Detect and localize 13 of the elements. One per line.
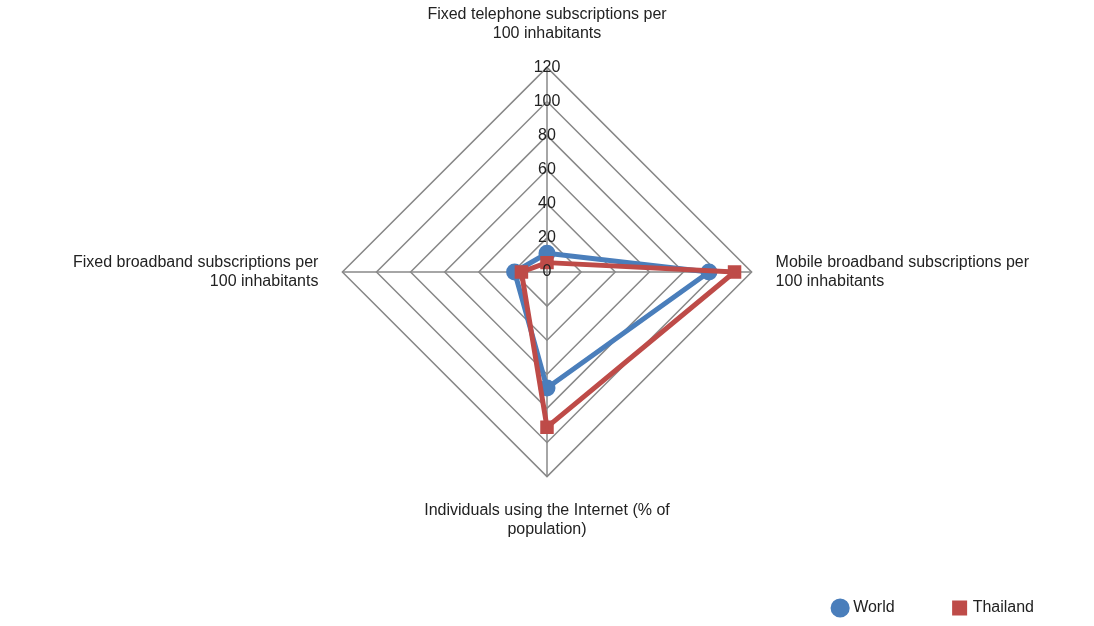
y-tick-label: 40 [538, 194, 556, 212]
spoke-label: Fixed broadband subscriptions per 100 inhabitants [72, 252, 320, 290]
y-tick-label: 0 [542, 262, 552, 280]
y-tick-label: 100 [533, 91, 561, 109]
y-tick-label: 120 [533, 57, 561, 75]
spoke-label: Mobile broadband subscriptions per 100 inhabitants [775, 252, 1030, 290]
legend-label: Thailand [972, 598, 1034, 616]
y-tick-label: 20 [538, 228, 556, 246]
legend-label: World [853, 598, 895, 616]
y-tick-label: 80 [538, 126, 556, 144]
y-tick-label: 60 [538, 160, 556, 178]
spoke-label: Fixed telephone subscriptions per 100 inhabitants [427, 5, 668, 42]
spoke-label: Individuals using the Internet (% of population) [424, 500, 671, 537]
